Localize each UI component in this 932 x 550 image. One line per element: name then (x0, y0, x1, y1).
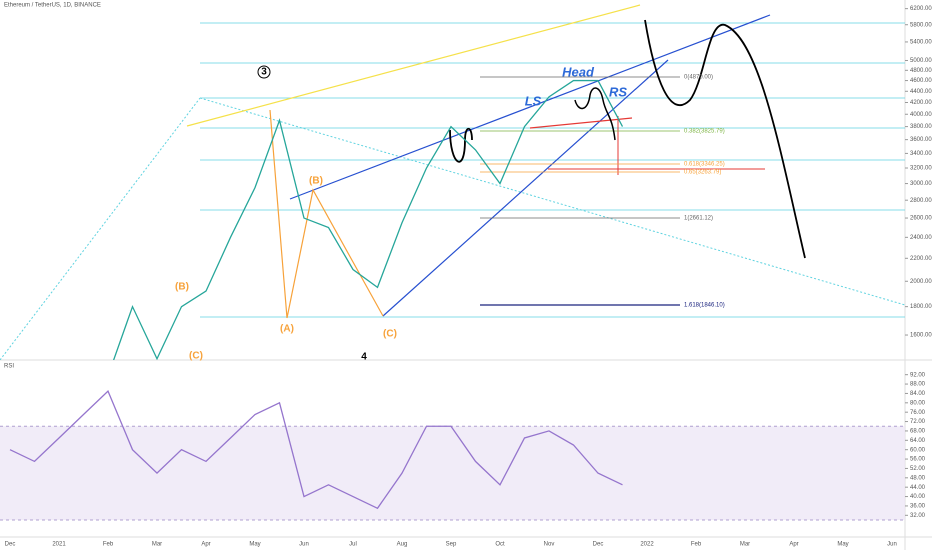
x-tick-label: Jun (299, 542, 309, 548)
y-tick-label: 88.00 (910, 382, 926, 388)
y-tick-label: 3200.00 (910, 166, 932, 172)
wave-label: (C) (383, 329, 397, 340)
y-tick-label: 3600.00 (910, 137, 932, 143)
y-tick-label: 56.00 (910, 457, 926, 463)
fib-label: 0.65(3263.79) (684, 170, 721, 176)
y-tick-label: 6200.00 (910, 6, 932, 12)
y-tick-label: 5000.00 (910, 58, 932, 64)
x-tick-label: Apr (789, 542, 798, 548)
wave-label: (B) (175, 282, 189, 293)
x-tick-label: Jun (887, 542, 897, 548)
y-tick-label: 3800.00 (910, 124, 932, 130)
y-tick-label: 3400.00 (910, 151, 932, 157)
y-tick-label: 84.00 (910, 391, 926, 397)
x-tick-label: Mar (740, 542, 750, 548)
chart-title: Ethereum / TetherUS, 1D, BINANCE (4, 3, 101, 9)
pattern-label: RS (609, 84, 627, 99)
indicator-title: RSI (4, 364, 14, 370)
x-tick-label: Feb (103, 542, 114, 548)
wave-circle (257, 65, 271, 79)
x-tick-label: Dec (5, 542, 16, 548)
drawings (0, 4, 905, 360)
series-line (112, 79, 624, 360)
y-tick-label: 32.00 (910, 513, 926, 519)
y-tick-label: 5800.00 (910, 22, 932, 28)
wave-label: 4 (361, 352, 367, 363)
fib-label: 1(2661.12) (684, 216, 713, 222)
y-tick-label: 1800.00 (910, 304, 932, 310)
y-tick-label: 92.00 (910, 372, 926, 378)
y-tick-label: 64.00 (910, 438, 926, 444)
y-tick-label: 2400.00 (910, 235, 932, 241)
y-tick-label: 80.00 (910, 400, 926, 406)
y-tick-label: 52.00 (910, 466, 926, 472)
wave-label: (C) (189, 351, 203, 362)
rsi-band (0, 426, 905, 520)
x-tick-label: Nov (544, 542, 555, 548)
x-tick-label: 2022 (640, 542, 654, 548)
y-tick-label: 60.00 (910, 447, 926, 453)
wave-label: (B) (309, 176, 323, 187)
y-tick-label: 40.00 (910, 494, 926, 500)
x-tick-label: Aug (397, 542, 408, 548)
series-line (9, 389, 623, 510)
x-tick-label: Apr (201, 542, 210, 548)
x-tick-label: Mar (152, 542, 162, 548)
y-tick-label: 5400.00 (910, 40, 932, 46)
x-tick-label: 2021 (52, 542, 66, 548)
x-tick-label: May (837, 542, 848, 548)
pattern-label: Head (562, 64, 595, 79)
x-tick-label: Dec (593, 542, 604, 548)
wave-label: 3 (261, 67, 267, 78)
y-tick-label: 4400.00 (910, 89, 932, 95)
y-tick-label: 3000.00 (910, 181, 932, 187)
wave-label: (A) (280, 324, 294, 335)
y-tick-label: 4200.00 (910, 100, 932, 106)
y-tick-label: 44.00 (910, 485, 926, 491)
pattern-label: LS (525, 93, 542, 108)
y-tick-label: 36.00 (910, 504, 926, 510)
fib-label: 0.382(3825.79) (684, 129, 725, 135)
y-tick-label: 4600.00 (910, 78, 932, 84)
fib-label: 0(4870.00) (684, 75, 713, 81)
fib-label: 0.618(3346.25) (684, 162, 725, 168)
y-tick-label: 68.00 (910, 429, 926, 435)
y-tick-label: 4800.00 (910, 68, 932, 74)
y-tick-label: 2200.00 (910, 256, 932, 262)
y-tick-label: 2600.00 (910, 216, 932, 222)
y-tick-label: 48.00 (910, 475, 926, 481)
y-tick-label: 2000.00 (910, 279, 932, 285)
y-tick-label: 2800.00 (910, 198, 932, 204)
y-tick-label: 76.00 (910, 410, 926, 416)
y-tick-label: 72.00 (910, 419, 926, 425)
x-tick-label: May (249, 542, 260, 548)
x-tick-label: Sep (446, 542, 457, 548)
x-tick-label: Feb (691, 542, 702, 548)
fib-label: 1.618(1846.10) (684, 303, 725, 309)
y-tick-label: 4000.00 (910, 112, 932, 118)
x-tick-label: Oct (495, 542, 505, 548)
x-tick-label: Jul (349, 542, 357, 548)
y-tick-label: 1600.00 (910, 333, 932, 339)
